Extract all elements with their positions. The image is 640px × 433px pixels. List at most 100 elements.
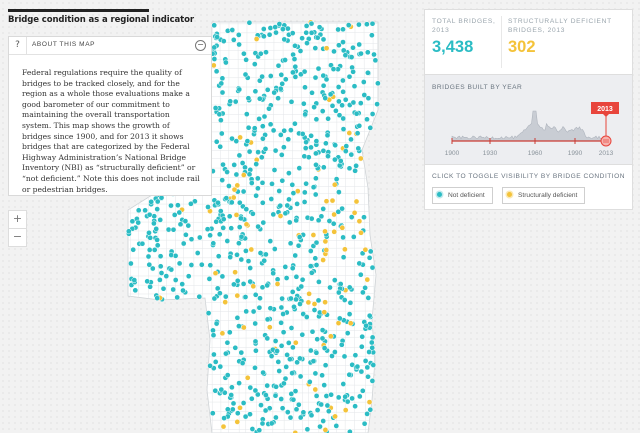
bridge-marker[interactable] (366, 312, 373, 319)
deficient-bridge-marker[interactable] (329, 197, 336, 204)
bridge-marker[interactable] (233, 138, 240, 144)
bridge-marker[interactable] (248, 395, 255, 402)
bridge-marker[interactable] (211, 44, 218, 51)
bridge-marker[interactable] (249, 426, 256, 432)
bridge-marker[interactable] (154, 295, 161, 301)
bridge-marker[interactable] (142, 207, 148, 214)
deficient-bridge-marker[interactable] (310, 232, 317, 238)
bridge-marker[interactable] (125, 228, 132, 235)
bridge-marker[interactable] (310, 358, 317, 364)
bridge-marker[interactable] (163, 273, 170, 279)
bridge-marker[interactable] (347, 428, 353, 433)
bridge-marker[interactable] (174, 294, 181, 301)
bridge-marker[interactable] (240, 400, 247, 406)
bridge-marker[interactable] (299, 276, 306, 283)
bridge-marker[interactable] (312, 74, 319, 81)
deficient-bridge-marker[interactable] (347, 320, 354, 327)
bridge-marker[interactable] (308, 29, 315, 36)
deficient-bridge-marker[interactable] (241, 324, 247, 331)
bridge-marker[interactable] (340, 88, 346, 95)
deficient-bridge-marker[interactable] (362, 246, 369, 253)
bridge-marker[interactable] (234, 410, 241, 417)
bridge-marker[interactable] (252, 338, 259, 345)
bridge-marker[interactable] (275, 62, 282, 69)
bridge-marker[interactable] (359, 387, 366, 394)
bridge-marker[interactable] (258, 402, 264, 408)
bridge-marker[interactable] (286, 196, 292, 203)
bridge-marker[interactable] (317, 423, 323, 430)
bridge-marker[interactable] (350, 99, 357, 106)
deficient-bridge-marker[interactable] (240, 172, 247, 178)
bridge-marker[interactable] (268, 196, 275, 202)
bridge-marker[interactable] (284, 409, 291, 415)
deficient-bridge-marker[interactable] (306, 290, 312, 297)
bridge-marker[interactable] (259, 123, 266, 130)
bridge-marker[interactable] (295, 242, 302, 249)
bridge-marker[interactable] (335, 208, 342, 215)
bridge-marker[interactable] (290, 396, 297, 403)
bridge-marker[interactable] (278, 304, 285, 311)
deficient-bridge-marker[interactable] (250, 283, 257, 290)
bridge-marker[interactable] (207, 232, 213, 239)
bridge-marker[interactable] (165, 226, 172, 233)
bridge-marker[interactable] (135, 207, 142, 214)
bridge-marker[interactable] (287, 356, 293, 363)
bridge-marker[interactable] (369, 378, 376, 384)
bridge-marker[interactable] (358, 50, 364, 57)
bridge-marker[interactable] (282, 210, 289, 217)
bridge-marker[interactable] (270, 211, 277, 218)
bridge-marker[interactable] (256, 304, 263, 311)
bridge-marker[interactable] (260, 219, 267, 226)
bridge-marker[interactable] (276, 188, 283, 194)
bridge-marker[interactable] (307, 347, 314, 354)
bridge-marker[interactable] (299, 35, 305, 42)
year-histogram[interactable]: 1900 1930 1960 1990 2013 2013 (425, 94, 634, 164)
bridge-marker[interactable] (340, 126, 347, 132)
bridge-marker[interactable] (236, 86, 243, 93)
bridge-marker[interactable] (308, 144, 314, 151)
bridge-marker[interactable] (258, 154, 265, 161)
bridge-marker[interactable] (222, 293, 229, 300)
deficient-bridge-marker[interactable] (233, 212, 240, 218)
bridge-marker[interactable] (233, 171, 240, 178)
bridge-marker[interactable] (288, 325, 295, 331)
bridge-marker[interactable] (324, 132, 331, 139)
deficient-bridge-marker[interactable] (342, 407, 349, 413)
bridge-marker[interactable] (183, 231, 189, 238)
bridge-marker[interactable] (229, 384, 235, 391)
bridge-marker[interactable] (205, 310, 212, 316)
deficient-bridge-marker[interactable] (266, 324, 273, 331)
bridge-marker[interactable] (364, 411, 370, 417)
bridge-marker[interactable] (254, 175, 261, 182)
bridge-marker[interactable] (301, 68, 308, 75)
bridge-marker[interactable] (255, 149, 261, 155)
bridge-marker[interactable] (242, 294, 249, 300)
bridge-marker[interactable] (320, 418, 327, 424)
bridge-marker[interactable] (342, 148, 349, 154)
bridge-marker[interactable] (129, 218, 136, 225)
bridge-marker[interactable] (275, 359, 282, 365)
bridge-marker[interactable] (132, 287, 139, 294)
bridge-marker[interactable] (343, 143, 350, 149)
bridge-marker[interactable] (331, 277, 338, 283)
deficient-bridge-marker[interactable] (312, 386, 319, 393)
bridge-marker[interactable] (359, 333, 366, 340)
bridge-marker[interactable] (332, 142, 339, 149)
bridge-marker[interactable] (316, 24, 323, 31)
bridge-marker[interactable] (348, 136, 354, 143)
bridge-marker[interactable] (230, 37, 237, 43)
bridge-marker[interactable] (171, 212, 178, 218)
bridge-marker[interactable] (242, 413, 249, 420)
bridge-marker[interactable] (353, 110, 360, 117)
bridge-marker[interactable] (176, 260, 183, 267)
bridge-marker[interactable] (236, 152, 243, 159)
bridge-marker[interactable] (295, 401, 302, 408)
bridge-marker[interactable] (314, 407, 321, 413)
bridge-marker[interactable] (339, 102, 345, 109)
bridge-marker[interactable] (229, 406, 236, 413)
bridge-marker[interactable] (260, 26, 267, 32)
bridge-marker[interactable] (298, 283, 305, 290)
bridge-marker[interactable] (160, 285, 167, 292)
zoom-out-button[interactable]: − (8, 228, 27, 247)
bridge-marker[interactable] (147, 283, 153, 290)
